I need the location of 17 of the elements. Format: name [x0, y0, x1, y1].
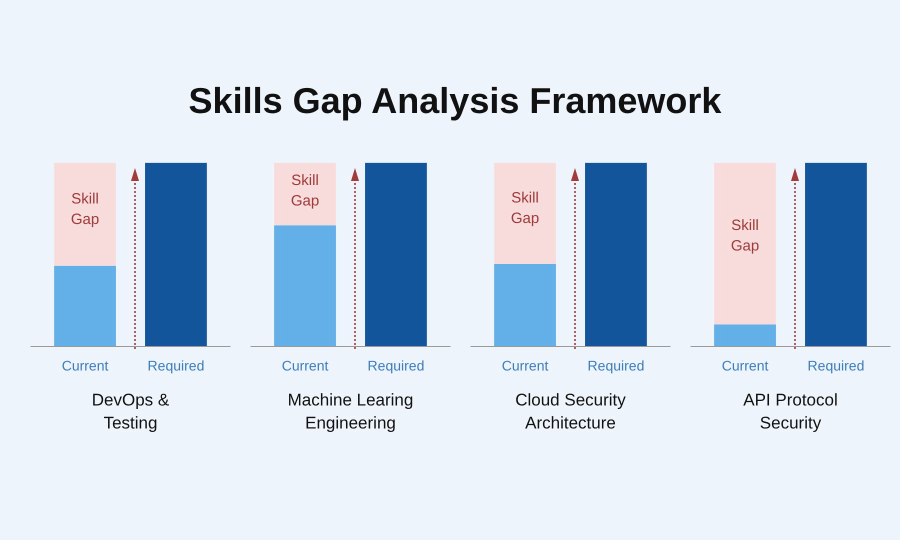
x-tick-label: Current: [282, 358, 328, 374]
annotation: Skill Gap: [510, 190, 540, 227]
text: Skills Gap Analysis Framework: [188, 79, 722, 123]
x-axis-title: API Protocol Security: [743, 390, 838, 432]
x-tick-label: Required: [368, 358, 424, 374]
annotation: Skill Gap: [730, 216, 760, 254]
x-tick-label: Current: [62, 358, 108, 374]
x-axis-title: Cloud Security Architecture: [515, 390, 626, 432]
x-axis-title: DevOps & Testing: [92, 390, 170, 432]
x-tick-label: Required: [588, 358, 644, 374]
annotation: Skill Gap: [290, 172, 320, 210]
x-tick-label: Current: [722, 358, 768, 374]
annotation: Skill Gap: [70, 190, 100, 228]
x-axis-title: Machine Learing Engineering: [288, 390, 414, 432]
x-tick-label: Required: [808, 358, 864, 374]
x-tick-label: Required: [148, 358, 204, 374]
x-tick-label: Current: [502, 358, 548, 374]
